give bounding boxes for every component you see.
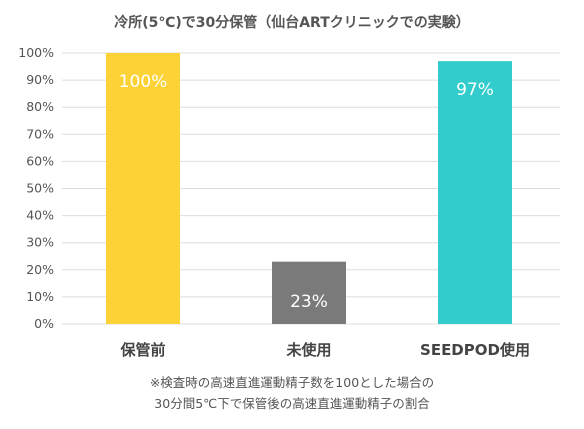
bar bbox=[272, 261, 346, 324]
y-tick-label: 40% bbox=[26, 208, 54, 223]
y-tick-label: 0% bbox=[34, 316, 54, 331]
y-tick-label: 80% bbox=[26, 99, 54, 114]
y-tick-label: 70% bbox=[26, 126, 54, 141]
y-tick-label: 90% bbox=[26, 72, 54, 87]
bar bbox=[106, 53, 180, 324]
data-label: 100% bbox=[119, 72, 168, 92]
category-label: SEEDPOD使用 bbox=[420, 341, 530, 359]
y-tick-label: 100% bbox=[18, 45, 54, 60]
y-tick-label: 20% bbox=[26, 262, 54, 277]
y-tick-label: 60% bbox=[26, 153, 54, 168]
category-labels: 保管前 未使用 SEEDPOD使用 bbox=[119, 341, 529, 359]
data-label: 97% bbox=[456, 80, 494, 100]
y-tick-label: 10% bbox=[26, 289, 54, 304]
category-label: 保管前 bbox=[119, 341, 165, 359]
footnote-line-1: ※検査時の高速直進運動精子数を100とした場合の bbox=[149, 375, 435, 390]
footnote-line-2: 30分間5℃下で保管後の高速直進運動精子の割合 bbox=[154, 396, 430, 411]
chart-title: 冷所(5℃)で30分保管（仙台ARTクリニックでの実験） bbox=[114, 15, 470, 31]
data-label: 23% bbox=[290, 292, 328, 312]
category-label: 未使用 bbox=[285, 341, 331, 359]
y-tick-label: 30% bbox=[26, 235, 54, 250]
bar bbox=[438, 61, 512, 324]
y-tick-label: 50% bbox=[26, 181, 54, 196]
bar-chart: 0% 10% 20% 30% 40% 50% 60% 70% 80% 90% 100% 100% 23… bbox=[18, 45, 560, 359]
bars: 100% 23% 97% bbox=[106, 53, 512, 324]
y-axis-tick-labels: 0% 10% 20% 30% 40% 50% 60% 70% 80% 90% 100% bbox=[18, 45, 54, 331]
